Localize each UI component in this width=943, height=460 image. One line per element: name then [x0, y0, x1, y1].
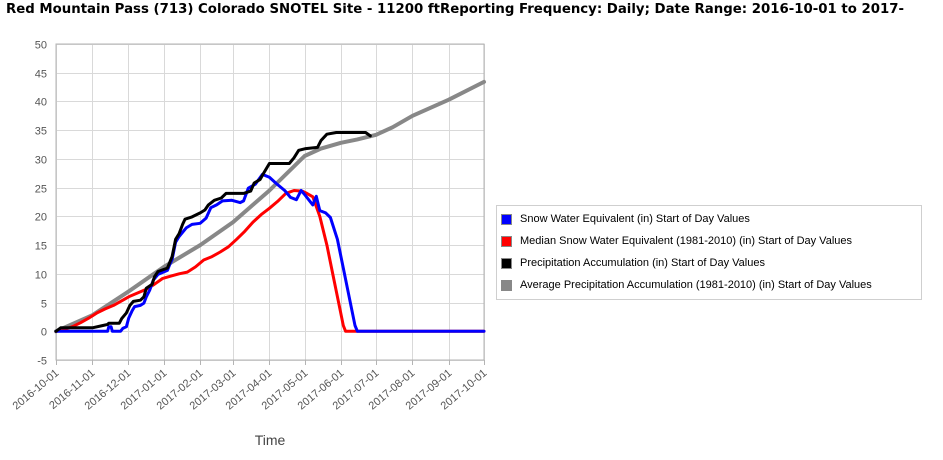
- legend-swatch-precip: [501, 257, 512, 269]
- y-tick-label: 15: [35, 241, 47, 253]
- chart-title: Red Mountain Pass (713) Colorado SNOTEL …: [6, 2, 905, 17]
- y-tick-label: 45: [35, 69, 47, 81]
- y-tick-label: 30: [35, 155, 47, 167]
- legend-label-precip: Precipitation Accumulation (in) Start of…: [520, 257, 765, 269]
- x-axis-title: Time: [255, 432, 286, 448]
- legend-item-swe[interactable]: Snow Water Equivalent (in) Start of Day …: [497, 208, 921, 230]
- legend-item-precip[interactable]: Precipitation Accumulation (in) Start of…: [497, 252, 921, 274]
- y-tick-label: 35: [35, 126, 47, 138]
- legend-item-avg-precip[interactable]: Average Precipitation Accumulation (1981…: [497, 274, 921, 296]
- legend-label-avg-precip: Average Precipitation Accumulation (1981…: [520, 279, 872, 291]
- series-lines: [54, 79, 486, 334]
- y-tick-label: 20: [35, 212, 47, 224]
- y-tick-label: -5: [37, 356, 47, 368]
- legend-item-median-swe[interactable]: Median Snow Water Equivalent (1981-2010)…: [497, 230, 921, 252]
- precip-series-line: [54, 131, 372, 333]
- y-tick-label: 0: [41, 327, 47, 339]
- y-tick-label: 10: [35, 270, 47, 282]
- legend-swatch-median-swe: [501, 235, 512, 247]
- legend-swatch-swe: [501, 213, 512, 225]
- y-tick-label: 25: [35, 184, 47, 196]
- y-tick-label: 40: [35, 97, 47, 109]
- median-swe-series-line: [54, 189, 486, 333]
- legend-swatch-avg-precip: [501, 279, 512, 291]
- grid-lines: [56, 44, 485, 361]
- legend-label-median-swe: Median Snow Water Equivalent (1981-2010)…: [520, 235, 852, 247]
- y-tick-label: 5: [41, 299, 47, 311]
- avg-precip-series-line: [54, 79, 486, 334]
- swe-series-line: [54, 172, 486, 333]
- y-tick-label: 50: [35, 40, 47, 52]
- chart-legend: Snow Water Equivalent (in) Start of Day …: [496, 205, 922, 300]
- legend-label-swe: Snow Water Equivalent (in) Start of Day …: [520, 213, 750, 225]
